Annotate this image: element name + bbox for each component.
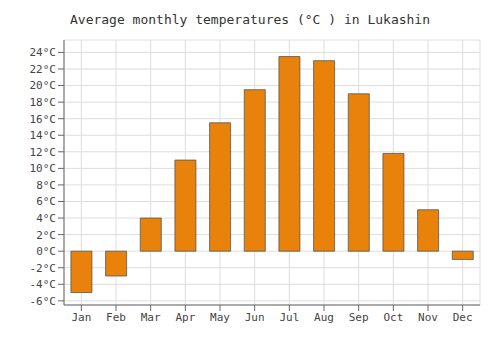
svg-text:8°C: 8°C <box>36 179 56 192</box>
svg-text:Mar: Mar <box>141 311 161 324</box>
svg-text:12°C: 12°C <box>30 146 57 159</box>
svg-text:Jun: Jun <box>245 311 265 324</box>
svg-text:16°C: 16°C <box>30 113 57 126</box>
svg-text:18°C: 18°C <box>30 96 57 109</box>
svg-text:20°C: 20°C <box>30 79 57 92</box>
svg-text:Dec: Dec <box>453 311 473 324</box>
svg-text:6°C: 6°C <box>36 195 56 208</box>
svg-text:Sep: Sep <box>349 311 369 324</box>
svg-text:10°C: 10°C <box>30 162 57 175</box>
svg-text:May: May <box>210 311 230 324</box>
svg-text:-6°C: -6°C <box>30 295 57 308</box>
svg-text:22°C: 22°C <box>30 63 57 76</box>
svg-text:24°C: 24°C <box>30 46 57 59</box>
svg-text:Nov: Nov <box>418 311 438 324</box>
svg-text:0°C: 0°C <box>36 245 56 258</box>
svg-text:Apr: Apr <box>175 311 195 324</box>
svg-text:2°C: 2°C <box>36 229 56 242</box>
svg-text:Jan: Jan <box>71 311 91 324</box>
svg-text:Feb: Feb <box>106 311 126 324</box>
svg-text:4°C: 4°C <box>36 212 56 225</box>
svg-text:Oct: Oct <box>383 311 403 324</box>
svg-text:Jul: Jul <box>279 311 299 324</box>
svg-text:14°C: 14°C <box>30 129 57 142</box>
svg-text:Aug: Aug <box>314 311 334 324</box>
svg-text:-2°C: -2°C <box>30 262 57 275</box>
html-text:Average monthly temperatures (: Average monthly temperatures (°C ) in Lu… <box>70 12 430 27</box>
svg-text:-4°C: -4°C <box>30 278 57 291</box>
